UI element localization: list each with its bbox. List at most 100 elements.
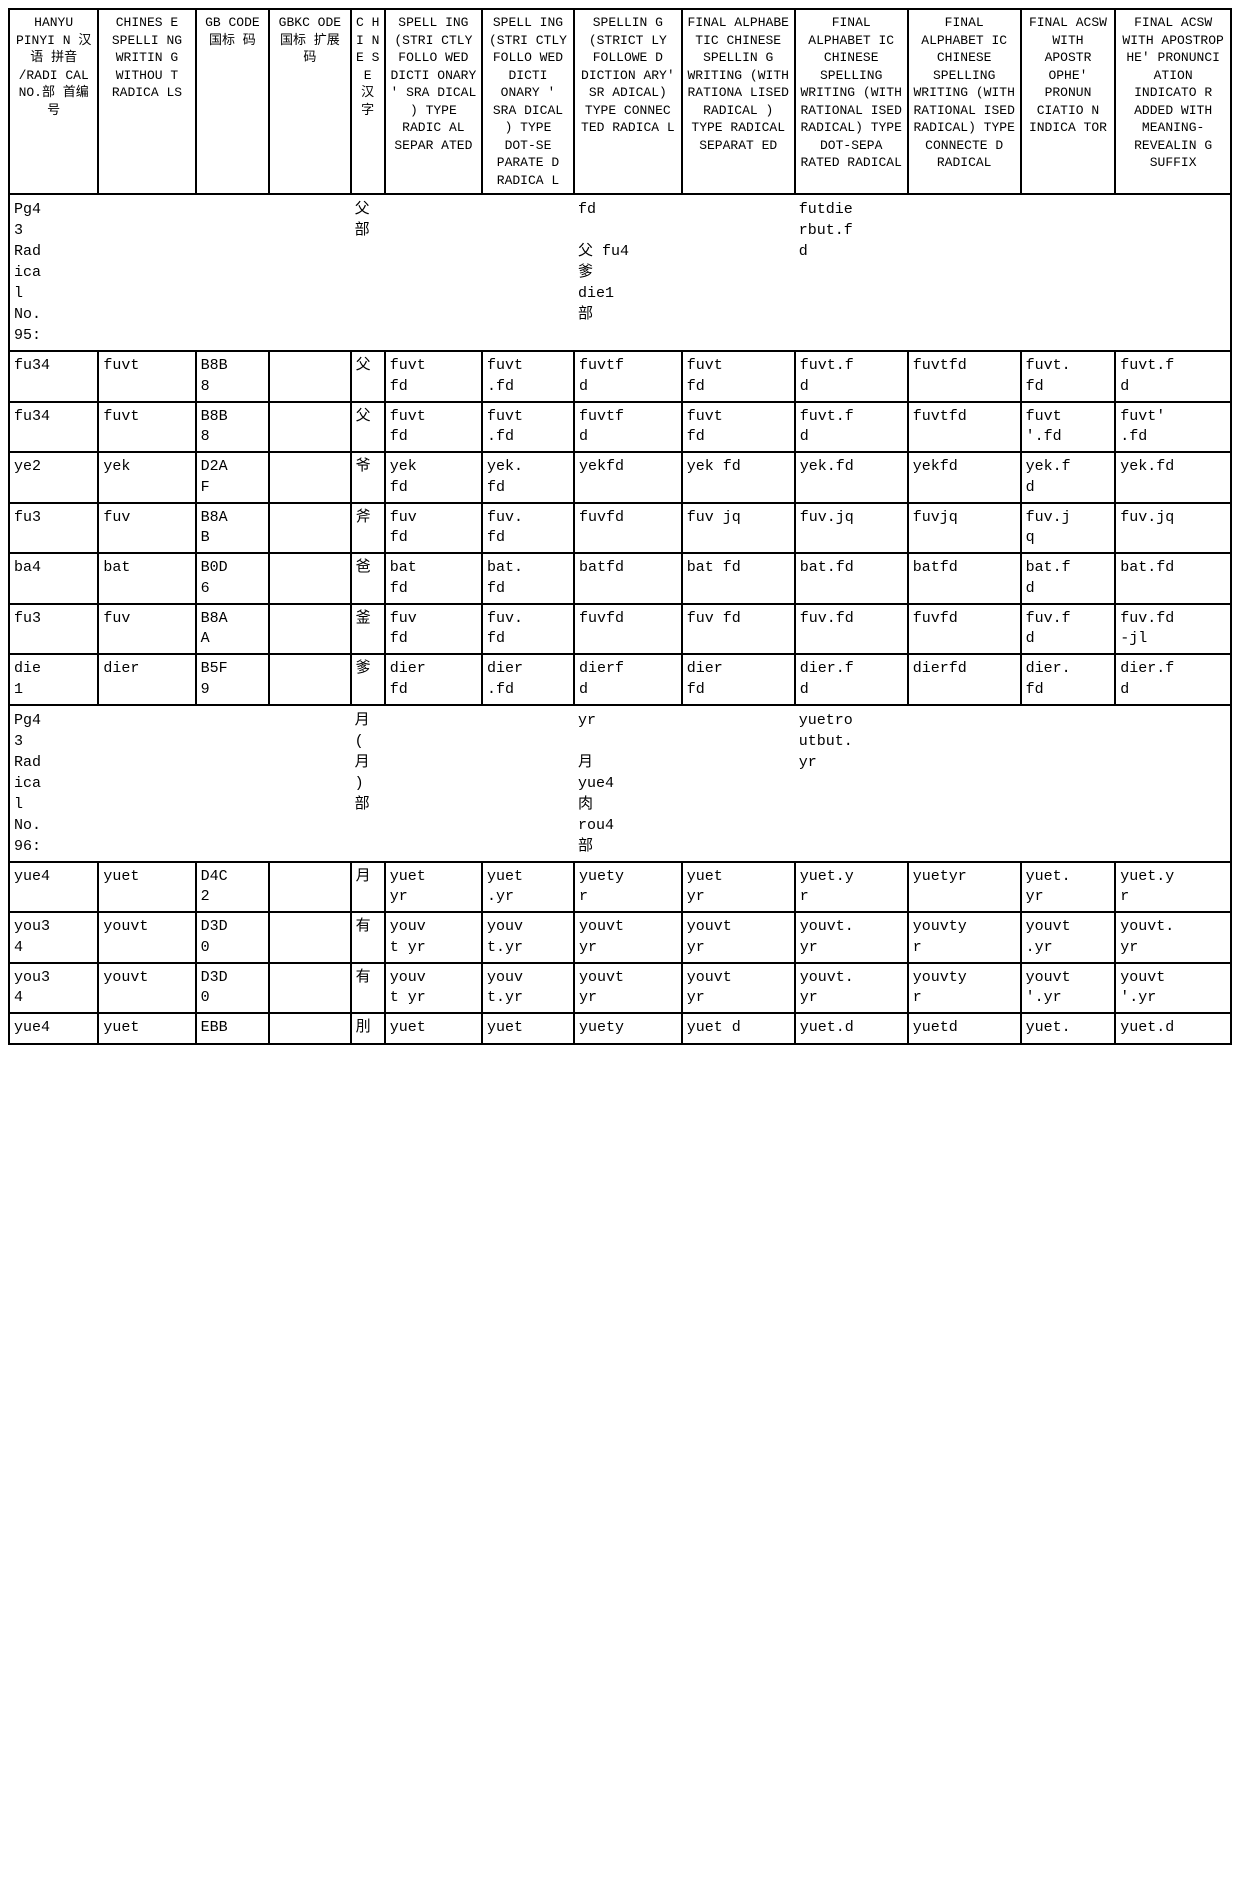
cell-2: EBB (196, 1013, 270, 1043)
cell-8: yek fd (682, 452, 795, 503)
cell-10: dierfd (908, 654, 1021, 705)
cell-0: you3 4 (9, 963, 98, 1014)
cell-0: fu3 (9, 604, 98, 655)
cell-7: fuvfd (574, 503, 682, 554)
cell-4: 爸 (351, 553, 385, 604)
cell-11: fuv.j q (1021, 503, 1116, 554)
cell-10: fuvjq (908, 503, 1021, 554)
cell-7: fuvfd (574, 604, 682, 655)
cell-3 (269, 604, 350, 655)
cell-8: youvt yr (682, 912, 795, 963)
cell-10: yuetyr (908, 862, 1021, 913)
cell-2: B8A A (196, 604, 270, 655)
cell-9: fuvt.f d (795, 402, 908, 453)
cell-5: fuvt fd (385, 351, 482, 402)
cell-5: yek fd (385, 452, 482, 503)
section-blank (385, 194, 574, 351)
header-row: HANYU PINYI N 汉语 拼音 /RADI CAL NO.部 首编 号 … (9, 9, 1231, 194)
header-cell: SPELL ING (STRI CTLY FOLLO WED DICTI ONA… (482, 9, 574, 194)
cell-6: yuet .yr (482, 862, 574, 913)
cell-10: yuetd (908, 1013, 1021, 1043)
section-label: Pg4 3 Rad ica l No. 96: (9, 705, 351, 862)
cell-6: yek. fd (482, 452, 574, 503)
header-cell: CHINES E SPELLI NG WRITIN G WITHOU T RAD… (98, 9, 195, 194)
cell-3 (269, 402, 350, 453)
cell-6: fuvt .fd (482, 402, 574, 453)
header-cell: SPELLIN G (STRICT LY FOLLOWE D DICTION A… (574, 9, 682, 194)
cell-1: fuvt (98, 402, 195, 453)
section-connected: fd 父 fu4 爹 die1 部 (574, 194, 795, 351)
cell-11: fuvt '.fd (1021, 402, 1116, 453)
table-row: ye2yekD2A F爷yek fdyek. fdyekfdyek fdyek.… (9, 452, 1231, 503)
cell-4: 有 (351, 912, 385, 963)
header-cell: FINAL ALPHABET IC CHINESE SPELLING WRITI… (795, 9, 908, 194)
cell-0: fu3 (9, 503, 98, 554)
cell-9: yuet.d (795, 1013, 908, 1043)
cell-10: batfd (908, 553, 1021, 604)
cell-5: yuet yr (385, 862, 482, 913)
cell-0: ye2 (9, 452, 98, 503)
cell-2: D4C 2 (196, 862, 270, 913)
header-cell: FINAL ALPHABE TIC CHINESE SPELLIN G WRIT… (682, 9, 795, 194)
cell-6: bat. fd (482, 553, 574, 604)
cell-9: yek.fd (795, 452, 908, 503)
table-row: fu34fuvtB8B 8父fuvt fdfuvt .fdfuvtf dfuvt… (9, 351, 1231, 402)
cell-0: fu34 (9, 351, 98, 402)
table-row: fu3fuvB8A A釜fuv fdfuv. fdfuvfdfuv fdfuv.… (9, 604, 1231, 655)
section-radical: 父 部 (351, 194, 385, 351)
header-cell: GBKC ODE 国标 扩展 码 (269, 9, 350, 194)
cell-7: yekfd (574, 452, 682, 503)
cell-8: fuv fd (682, 604, 795, 655)
section-dot: futdie rbut.f d (795, 194, 1021, 351)
cell-6: fuv. fd (482, 503, 574, 554)
cell-12: fuv.fd -jl (1115, 604, 1231, 655)
cell-12: yek.fd (1115, 452, 1231, 503)
chinese-spelling-table: HANYU PINYI N 汉语 拼音 /RADI CAL NO.部 首编 号 … (8, 8, 1232, 1045)
cell-1: dier (98, 654, 195, 705)
cell-6: yuet (482, 1013, 574, 1043)
cell-3 (269, 452, 350, 503)
cell-10: fuvtfd (908, 351, 1021, 402)
cell-7: youvt yr (574, 912, 682, 963)
cell-9: fuv.jq (795, 503, 908, 554)
cell-0: fu34 (9, 402, 98, 453)
cell-1: fuv (98, 503, 195, 554)
cell-8: fuvt fd (682, 402, 795, 453)
cell-9: yuet.y r (795, 862, 908, 913)
cell-10: fuvtfd (908, 402, 1021, 453)
cell-2: B8B 8 (196, 402, 270, 453)
cell-4: 父 (351, 402, 385, 453)
cell-5: dier fd (385, 654, 482, 705)
cell-2: B5F 9 (196, 654, 270, 705)
cell-5: bat fd (385, 553, 482, 604)
section-dot: yuetro utbut. yr (795, 705, 1021, 862)
cell-4: 月 (351, 862, 385, 913)
cell-8: bat fd (682, 553, 795, 604)
section-row: Pg4 3 Rad ica l No. 95:父 部fd 父 fu4 爹 die… (9, 194, 1231, 351)
cell-3 (269, 963, 350, 1014)
cell-2: B8B 8 (196, 351, 270, 402)
cell-3 (269, 351, 350, 402)
cell-0: you3 4 (9, 912, 98, 963)
section-blank-end (1021, 705, 1231, 862)
cell-12: fuvt' .fd (1115, 402, 1231, 453)
section-row: Pg4 3 Rad ica l No. 96:月 ( 月 ) 部yr 月 yue… (9, 705, 1231, 862)
cell-12: yuet.y r (1115, 862, 1231, 913)
cell-9: dier.f d (795, 654, 908, 705)
cell-2: D2A F (196, 452, 270, 503)
cell-10: fuvfd (908, 604, 1021, 655)
cell-12: fuvt.f d (1115, 351, 1231, 402)
cell-4: 釜 (351, 604, 385, 655)
cell-5: fuv fd (385, 604, 482, 655)
cell-8: fuv jq (682, 503, 795, 554)
cell-9: fuvt.f d (795, 351, 908, 402)
table-row: ba4batB0D 6爸bat fdbat. fdbatfdbat fdbat.… (9, 553, 1231, 604)
cell-9: bat.fd (795, 553, 908, 604)
table-row: fu34fuvtB8B 8父fuvt fdfuvt .fdfuvtf dfuvt… (9, 402, 1231, 453)
table-body: Pg4 3 Rad ica l No. 95:父 部fd 父 fu4 爹 die… (9, 194, 1231, 1043)
cell-8: yuet yr (682, 862, 795, 913)
cell-7: batfd (574, 553, 682, 604)
cell-11: yek.f d (1021, 452, 1116, 503)
header-cell: FINAL ACSW WITH APOSTROP HE' PRONUNCI AT… (1115, 9, 1231, 194)
cell-0: yue4 (9, 862, 98, 913)
